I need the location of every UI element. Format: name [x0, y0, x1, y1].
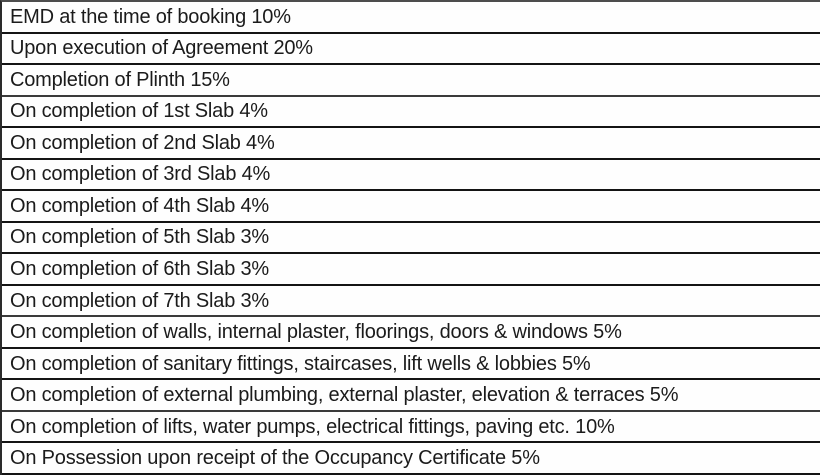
table-row: On completion of 5th Slab 3% [2, 222, 820, 255]
row-text: On completion of 5th Slab 3% [10, 226, 269, 249]
table-row: Completion of Plinth 15% [2, 65, 820, 97]
table-row: On completion of lifts, water pumps, ele… [2, 411, 820, 444]
row-text: Completion of Plinth 15% [10, 68, 230, 91]
table-row: On completion of 4th Slab 4% [2, 191, 820, 223]
row-text: On Possession upon receipt of the Occupa… [10, 447, 540, 470]
row-text: On completion of external plumbing, exte… [10, 384, 679, 407]
row-text: On completion of 4th Slab 4% [10, 194, 269, 217]
row-text: On completion of 7th Slab 3% [10, 289, 269, 312]
row-text: On completion of walls, internal plaster… [10, 321, 622, 344]
table-row: EMD at the time of booking 10% [2, 2, 820, 34]
table-row: On completion of external plumbing, exte… [2, 380, 820, 412]
table-row: On completion of sanitary fittings, stai… [2, 348, 820, 381]
row-text: On completion of 2nd Slab 4% [10, 131, 275, 154]
table-row: On completion of 3rd Slab 4% [2, 159, 820, 192]
table-row: On completion of 1st Slab 4% [2, 96, 820, 129]
table-row: Upon execution of Agreement 20% [2, 33, 820, 66]
table-row: On completion of 6th Slab 3% [2, 254, 820, 286]
row-text: On completion of sanitary fittings, stai… [10, 352, 591, 375]
row-text: On completion of 1st Slab 4% [10, 100, 268, 123]
row-text: Upon execution of Agreement 20% [10, 37, 313, 60]
table-row: On completion of walls, internal plaster… [2, 317, 820, 349]
row-text: EMD at the time of booking 10% [10, 5, 291, 28]
table-row: On completion of 2nd Slab 4% [2, 128, 820, 160]
row-text: On completion of 3rd Slab 4% [10, 163, 271, 186]
table-row: On Possession upon receipt of the Occupa… [2, 443, 820, 475]
table-row: On completion of 7th Slab 3% [2, 285, 820, 318]
row-text: On completion of lifts, water pumps, ele… [10, 415, 615, 438]
row-text: On completion of 6th Slab 3% [10, 258, 269, 281]
